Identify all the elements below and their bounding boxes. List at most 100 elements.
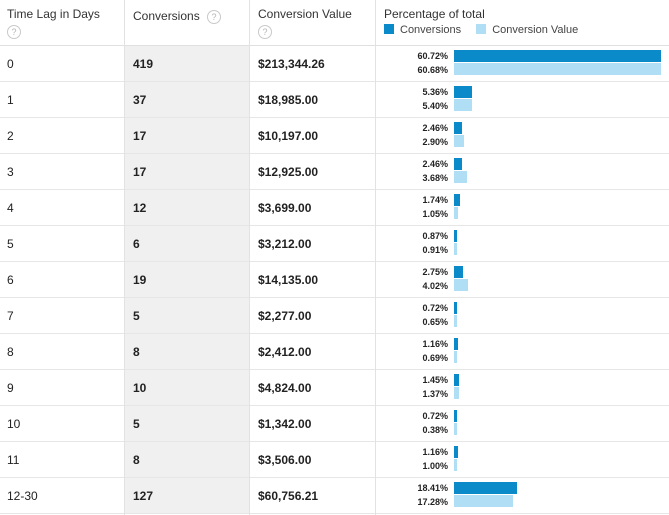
conversions-bar [454, 266, 463, 278]
conversion-value-cell: $60,756.21 [258, 488, 319, 503]
conversion-value-bar [454, 495, 513, 507]
table-row: 9 10 $4,824.00 1.45% 1.37% [0, 370, 669, 406]
conversion-value-bar [454, 171, 467, 183]
header-time-lag-label: Time Lag in Days [7, 7, 100, 21]
conversions-cell: 127 [133, 488, 154, 503]
conversions-cell: 17 [133, 128, 147, 143]
time-lag-cell: 7 [7, 308, 14, 323]
help-icon[interactable]: ? [207, 9, 222, 24]
conversions-percent: 60.72% [417, 51, 448, 61]
time-lag-cell: 12-30 [7, 488, 38, 503]
time-lag-cell: 4 [7, 200, 14, 215]
conversion-value-cell: $213,344.26 [258, 56, 325, 71]
conversion-value-bar [454, 351, 457, 363]
table-header: Time Lag in Days ? Conversions ? Convers… [0, 0, 669, 46]
header-percentage-label: Percentage of total [384, 7, 485, 21]
conversions-percent: 1.74% [422, 195, 448, 205]
time-lag-cell: 9 [7, 380, 14, 395]
legend-swatch-conversions [384, 24, 394, 34]
table-row: 8 8 $2,412.00 1.16% 0.69% [0, 334, 669, 370]
header-conversion-value[interactable]: Conversion Value ? [258, 7, 352, 52]
conversions-cell: 6 [133, 236, 140, 251]
help-icon[interactable]: ? [7, 25, 21, 39]
table-row: 4 12 $3,699.00 1.74% 1.05% [0, 190, 669, 226]
conversions-cell: 19 [133, 272, 147, 287]
conversions-cell-background [125, 298, 249, 333]
conversion-value-percent: 0.91% [422, 245, 448, 255]
conversion-value-cell: $14,135.00 [258, 272, 319, 287]
conversions-percent: 0.87% [422, 231, 448, 241]
table-row: 12-30 127 $60,756.21 18.41% 17.28% [0, 478, 669, 514]
help-icon[interactable]: ? [258, 25, 272, 39]
table-row: 10 5 $1,342.00 0.72% 0.38% [0, 406, 669, 442]
conversion-value-percent: 5.40% [422, 101, 448, 111]
table-row: 2 17 $10,197.00 2.46% 2.90% [0, 118, 669, 154]
conversions-bar [454, 158, 462, 170]
conversion-value-bar [454, 387, 459, 399]
conversions-bar [454, 338, 458, 350]
conversions-cell: 37 [133, 92, 147, 107]
conversions-cell-background [125, 262, 249, 297]
conversion-value-bar [454, 459, 457, 471]
conversions-percent: 2.75% [422, 267, 448, 277]
table-row: 1 37 $18,985.00 5.36% 5.40% [0, 82, 669, 118]
header-time-lag[interactable]: Time Lag in Days ? [7, 7, 100, 52]
conversion-value-percent: 0.38% [422, 425, 448, 435]
time-lag-cell: 0 [7, 56, 14, 71]
legend-label-conversion-value: Conversion Value [492, 24, 579, 36]
conversion-value-percent: 3.68% [422, 173, 448, 183]
conversion-value-bar [454, 99, 472, 111]
header-conversions[interactable]: Conversions ? [133, 9, 222, 54]
conversions-cell: 5 [133, 308, 140, 323]
conversions-percent: 2.46% [422, 159, 448, 169]
conversions-percent: 5.36% [422, 87, 448, 97]
conversion-value-bar [454, 135, 464, 147]
conversions-cell: 17 [133, 164, 147, 179]
table-row: 6 19 $14,135.00 2.75% 4.02% [0, 262, 669, 298]
conversions-cell: 5 [133, 416, 140, 431]
conversion-value-percent: 0.65% [422, 317, 448, 327]
column-divider [375, 0, 376, 515]
conversions-percent: 1.16% [422, 447, 448, 457]
header-percentage: Percentage of total [384, 7, 485, 52]
conversions-bar [454, 122, 462, 134]
conversion-value-bar [454, 207, 458, 219]
conversions-cell: 8 [133, 452, 140, 467]
conversion-value-cell: $2,277.00 [258, 308, 312, 323]
conversion-value-cell: $3,699.00 [258, 200, 312, 215]
conversions-bar [454, 302, 457, 314]
conversions-cell-background [125, 82, 249, 117]
conversion-value-percent: 4.02% [422, 281, 448, 291]
conversions-bar [454, 194, 460, 206]
conversion-value-percent: 1.37% [422, 389, 448, 399]
conversions-cell-background [125, 478, 249, 513]
conversion-value-percent: 17.28% [417, 497, 448, 507]
conversions-percent: 1.16% [422, 339, 448, 349]
time-lag-cell: 11 [7, 452, 20, 467]
conversions-cell: 10 [133, 380, 147, 395]
table-row: 3 17 $12,925.00 2.46% 3.68% [0, 154, 669, 190]
conversions-cell-background [125, 226, 249, 261]
conversions-bar [454, 86, 472, 98]
conversions-cell-background [125, 370, 249, 405]
conversions-cell: 419 [133, 56, 154, 71]
conversion-value-cell: $4,824.00 [258, 380, 312, 395]
conversions-percent: 18.41% [417, 483, 448, 493]
table-row: 0 419 $213,344.26 60.72% 60.68% [0, 46, 669, 82]
legend-swatch-conversion-value [476, 24, 487, 34]
conversion-value-cell: $1,342.00 [258, 416, 312, 431]
conversions-bar [454, 374, 459, 386]
conversions-cell-background [125, 406, 249, 441]
time-lag-cell: 6 [7, 272, 14, 287]
conversion-value-percent: 1.00% [422, 461, 448, 471]
conversion-value-bar [454, 315, 457, 327]
conversions-cell-background [125, 190, 249, 225]
conversions-cell: 8 [133, 344, 140, 359]
conversion-value-cell: $10,197.00 [258, 128, 319, 143]
column-divider [249, 0, 250, 515]
conversions-cell-background [125, 46, 249, 81]
conversions-bar [454, 50, 661, 62]
table-row: 7 5 $2,277.00 0.72% 0.65% [0, 298, 669, 334]
time-lag-cell: 1 [7, 92, 14, 107]
conversion-value-bar [454, 423, 457, 435]
